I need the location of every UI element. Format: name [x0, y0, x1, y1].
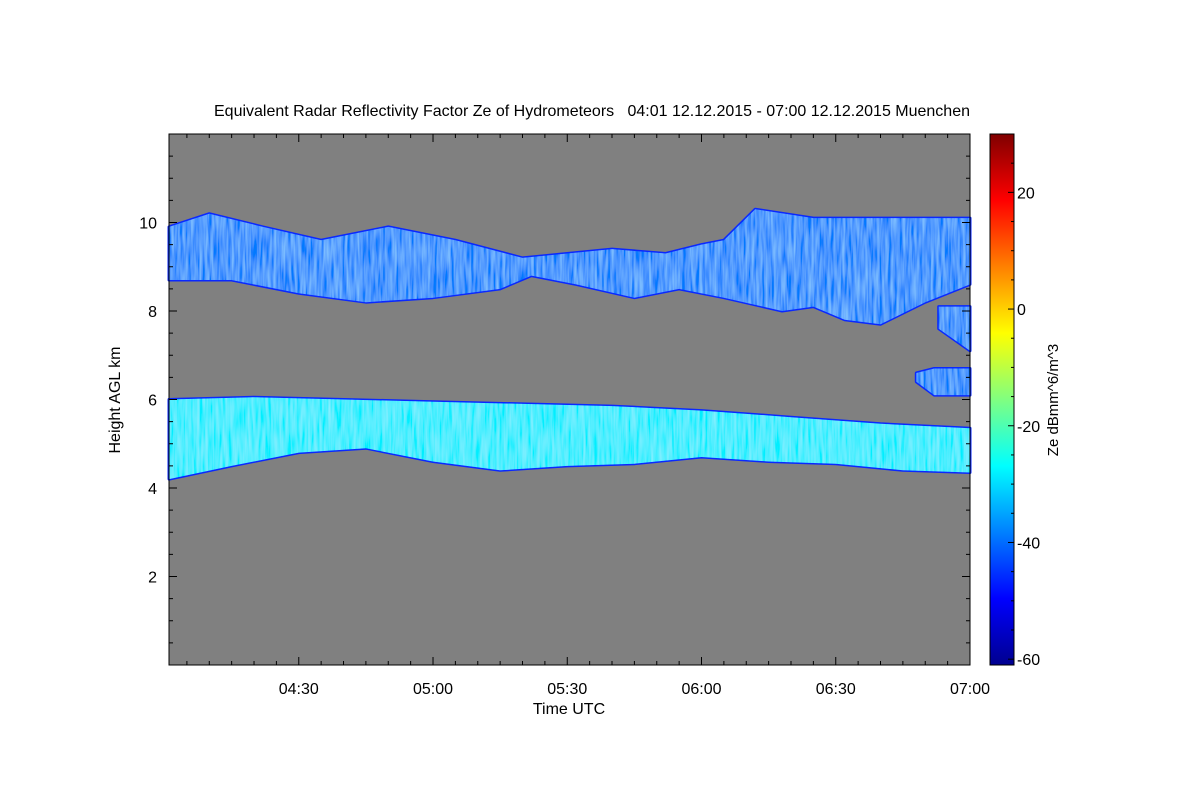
x-tick-label: 04:30 [279, 681, 319, 698]
cloud-layer-fill [938, 306, 970, 351]
colorbar-tick-label: -60 [1017, 652, 1040, 669]
x-tick-label: 05:30 [547, 681, 587, 698]
y-axis-label: Height AGL km [107, 346, 124, 453]
x-tick-label: 07:00 [950, 681, 990, 698]
colorbar-tick-label: -20 [1017, 419, 1040, 436]
colorbar-label: Ze dBmm^6/m^3 [1045, 344, 1062, 456]
colorbar-axis: 20 0 -20 -40 -60 [1008, 133, 1040, 669]
y-axis: 2 4 6 8 10 [139, 155, 970, 644]
colorbar [989, 133, 1015, 666]
cloud-layer-fill [169, 209, 970, 325]
y-tick-label: 2 [148, 570, 157, 587]
y-tick-label: 4 [148, 481, 157, 498]
chart-title: Equivalent Radar Reflectivity Factor Ze … [214, 103, 970, 120]
cloud-layer-3 [914, 367, 972, 397]
cloud-layer-2 [167, 395, 972, 481]
y-tick-label: 8 [148, 304, 157, 321]
x-tick-label: 06:30 [816, 681, 856, 698]
cloud-layer-4 [937, 305, 972, 353]
x-axis-label: Time UTC [533, 701, 605, 718]
colorbar-tick-label: 0 [1017, 302, 1026, 319]
colorbar-tick-label: 20 [1017, 185, 1035, 202]
cloud-layer-fill [916, 368, 970, 396]
x-tick-label: 05:00 [413, 681, 453, 698]
x-axis: 04:30 05:00 05:30 06:00 06:30 07:00 [186, 134, 990, 698]
cloud-layer-fill [169, 397, 970, 480]
y-tick-label: 6 [148, 393, 157, 410]
x-tick-label: 06:00 [681, 681, 721, 698]
y-tick-label: 10 [139, 216, 157, 233]
colorbar-tick-label: -40 [1017, 535, 1040, 552]
